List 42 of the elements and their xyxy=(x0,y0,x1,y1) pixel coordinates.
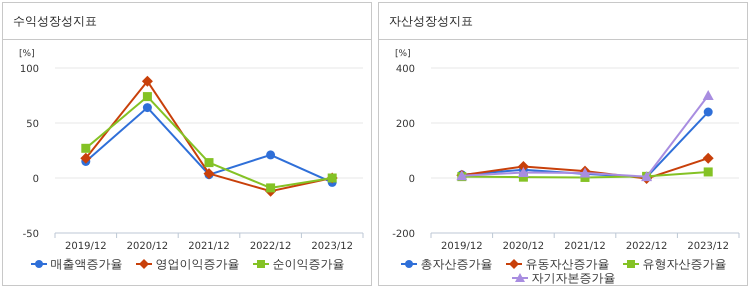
legend-label: 유동자산증가율 xyxy=(526,257,610,271)
x-tick-label: 2019/12 xyxy=(65,241,107,252)
x-tick-label: 2023/12 xyxy=(687,241,729,252)
x-tick-label: 2022/12 xyxy=(250,241,292,252)
point xyxy=(704,108,713,116)
y-tick-label: -50 xyxy=(22,229,39,240)
y-tick-label: 400 xyxy=(396,64,415,75)
legend-label: 영업이익증가율 xyxy=(156,257,240,271)
point xyxy=(518,167,529,177)
x-tick-label: 2020/12 xyxy=(502,241,544,252)
y-tick-label: 100 xyxy=(20,64,39,75)
point xyxy=(702,90,714,100)
legend-label: 순이익증가율 xyxy=(272,257,344,271)
y-tick-label: 200 xyxy=(396,119,415,130)
point xyxy=(142,92,152,102)
x-tick-label: 2023/12 xyxy=(311,241,353,252)
y-tick-label: 50 xyxy=(26,119,39,130)
y-axis-title: [%] xyxy=(395,49,411,59)
point xyxy=(704,167,713,176)
x-tick-label: 2021/12 xyxy=(564,241,606,252)
point xyxy=(266,150,276,160)
y-axis-title: [%] xyxy=(19,49,35,59)
point xyxy=(81,144,90,153)
legend-label: 유형자산증가율 xyxy=(642,257,726,271)
x-tick-label: 2022/12 xyxy=(626,241,668,252)
x-tick-label: 2019/12 xyxy=(441,241,483,252)
point xyxy=(142,103,152,112)
y-tick-label: -200 xyxy=(392,229,415,240)
point xyxy=(142,76,153,87)
x-tick-label: 2021/12 xyxy=(188,241,230,252)
point xyxy=(80,152,92,164)
legend-label: 자기자본증가율 xyxy=(532,271,616,285)
chart-title: 자산성장성지표 xyxy=(379,3,747,40)
legend-label: 총자산증가율 xyxy=(420,257,492,271)
legend-label: 매출액증가율 xyxy=(50,257,122,271)
x-tick-label: 2020/12 xyxy=(126,241,168,252)
y-tick-label: 0 xyxy=(32,174,39,185)
point xyxy=(204,158,214,168)
point xyxy=(702,152,714,164)
chart-title: 수익성장성지표 xyxy=(3,3,371,40)
y-tick-label: 0 xyxy=(408,174,415,185)
point xyxy=(266,183,276,192)
